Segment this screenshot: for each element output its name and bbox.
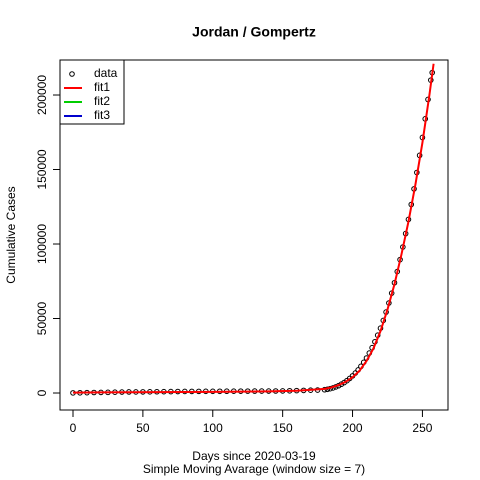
- subtitle: Simple Moving Avarage (window size = 7): [143, 462, 365, 476]
- x-tick-label: 100: [203, 421, 223, 435]
- y-tick-label: 150000: [35, 149, 49, 189]
- y-tick-label: 50000: [35, 302, 49, 336]
- legend-label: fit3: [94, 108, 110, 122]
- x-tick-label: 0: [70, 421, 77, 435]
- plot-area: [70, 63, 436, 396]
- legend-label: data: [94, 66, 118, 80]
- y-tick-label: 0: [35, 389, 49, 396]
- x-tick-label: 150: [273, 421, 293, 435]
- x-tick-label: 250: [412, 421, 432, 435]
- plot-box: [59, 59, 449, 411]
- fit-line: [72, 63, 435, 394]
- y-axis-label: Cumulative Cases: [4, 186, 18, 283]
- y-tick-label: 100000: [35, 224, 49, 264]
- chart-title: Jordan / Gompertz: [192, 24, 316, 40]
- legend-box: [59, 59, 125, 125]
- x-tick-label: 50: [136, 421, 150, 435]
- legend-label: fit2: [94, 94, 110, 108]
- legend-symbol: [69, 71, 75, 77]
- x-axis-label: Days since 2020-03-19: [192, 449, 316, 463]
- x-tick-label: 200: [343, 421, 363, 435]
- y-tick-label: 200000: [35, 75, 49, 115]
- legend-label: fit1: [94, 80, 110, 94]
